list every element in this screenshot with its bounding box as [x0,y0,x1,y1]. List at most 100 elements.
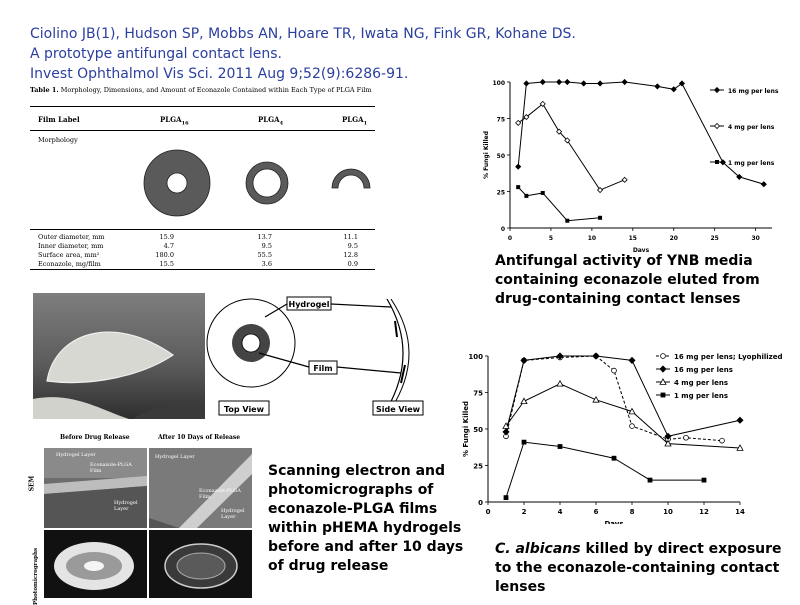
x-tick-label: 30 [751,235,759,242]
data-point [540,190,545,195]
table-cell: 9.5 [347,242,358,250]
data-point [659,378,667,385]
data-point [760,181,767,188]
data-point [736,416,744,424]
side-view-label-box [372,400,424,416]
data-point [556,352,564,360]
table-rule-header [30,130,375,131]
sem-after-layer: Layer [221,514,236,520]
lens-photo [33,293,205,419]
y-axis-label: % Fungi Killed [483,131,490,179]
citation-authors: Ciolino JB(1), Hudson SP, Mobbs AN, Hoar… [30,26,576,42]
hydrogel-label-box [286,296,332,311]
x-tick-label: 14 [735,508,745,516]
table-1: Table 1. Morphology, Dimensions, and Amo… [30,86,375,272]
photo-before-image [44,530,147,598]
data-point [592,395,600,403]
sem-before-layer: Layer [114,506,129,512]
data-point [683,434,689,441]
series-line [517,103,625,191]
data-point [565,218,570,223]
chart-bottom-caption-italic: C. albicans [495,541,581,557]
table-row-label: Surface area, mm² [38,251,100,259]
hydrogel-label: Hydrogel [289,300,330,309]
x-tick-label: 6 [594,508,599,516]
sem-before-label: Before Drug Release [60,434,130,441]
y-tick-label: 0 [501,226,505,233]
chart-top: 0 25 50 75 100 0 5 10 15 20 25 30 Days % Fungi Killed… [483,78,779,252]
x-tick-label: 5 [549,235,553,242]
data-point [629,423,635,429]
sem-caption: Scanning electron and photomicrographs o… [268,463,464,574]
sem-before-film-label: Econazole-PLGA Film [90,462,132,474]
side-view-lens [386,298,404,410]
data-point [664,439,672,447]
row-morphology: Morphology [38,136,78,144]
col-plga1: PLGA1 [342,115,368,127]
y-tick-label: 25 [473,463,483,471]
table-cell: 11.1 [343,233,358,241]
data-point [523,80,530,87]
photo-after-image [149,530,252,598]
x-axis-label: Days [604,520,623,524]
x-tick-label: 12 [699,508,709,516]
col-film-label: Film Label [38,115,80,124]
data-point [713,86,721,94]
data-point [524,193,529,198]
data-point [736,444,744,451]
data-point [701,477,707,483]
y-tick-label: 25 [497,190,505,197]
legend-label: 16 mg per lens; Lyophilized [674,353,782,361]
x-tick-label: 10 [588,235,596,242]
citation-title: A prototype antifungal contact lens. [30,46,282,62]
citation: Ciolino JB(1), Hudson SP, Mobbs AN, Hoar… [30,24,576,84]
legend-label: 16 mg per lens [728,88,779,95]
data-point [654,83,661,90]
sem-after-image: Hydrogel Layer Econazole-PLGA Film Hydro… [149,448,252,528]
col-plga16: PLGA16 [160,115,189,127]
table-cell: 12.8 [343,251,358,259]
data-point [539,100,546,107]
citation-journal: Invest Ophthalmol Vis Sci. 2011 Aug 9;52… [30,66,409,82]
x-tick-label: 25 [711,235,719,242]
series-line [505,441,704,498]
data-point [628,356,636,364]
x-tick-label: 2 [522,508,527,516]
table-cell: 15.5 [159,260,174,268]
table-cell: 9.5 [261,242,272,250]
table-rule-bottom [30,269,375,270]
y-axis-label: % Fungi Killed [462,401,470,457]
sem-figure: Before Drug Release After 10 Days of Rel… [28,430,260,605]
x-tick-label: 10 [663,508,673,516]
legend-label: 4 mg per lens [728,124,775,131]
data-point [520,356,528,364]
table-caption: Table 1. Morphology, Dimensions, and Amo… [30,86,375,95]
chart-top-caption: Antifungal activity of YNB media contain… [495,253,760,307]
x-tick-label: 20 [670,235,678,242]
sem-before-hydrogel-layer: Hydrogel Layer [56,452,96,458]
data-point [564,137,571,144]
data-point [664,432,672,440]
table-cell: 3.6 [261,260,272,268]
data-point [660,392,666,398]
data-point [556,379,564,387]
series-line [517,186,601,222]
top-view-label: Top View [224,405,265,414]
sem-after-label: After 10 Days of Release [158,434,241,441]
data-point [736,173,743,180]
table-cell: 180.0 [155,251,174,259]
data-point [539,78,546,86]
table-rule-mid [30,229,375,230]
x-tick-label: 15 [629,235,637,242]
data-point [659,365,667,373]
data-point [502,428,510,436]
sem-before-hydrogel: Hydrogel [114,500,138,506]
y-tick-label: 0 [478,499,483,507]
data-point [628,407,636,415]
data-point [556,128,563,135]
table-cell: 4.7 [163,242,174,250]
plga1-arc [331,168,371,189]
data-point [515,163,522,170]
data-point [503,495,509,501]
table-caption-label: Table 1. [30,86,59,94]
